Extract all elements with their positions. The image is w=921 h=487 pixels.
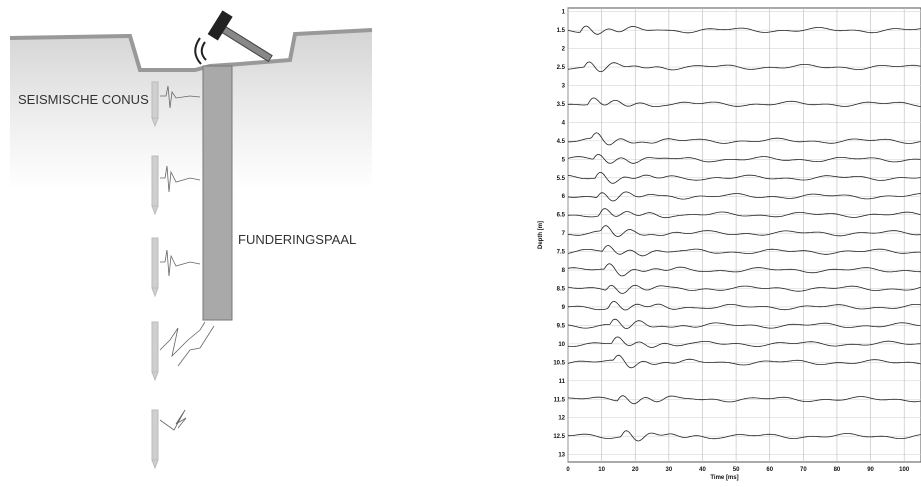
sound-waves bbox=[194, 37, 207, 65]
y-tick-label: 6.5 bbox=[557, 213, 566, 219]
cone-label: SEISMISCHE CONUS bbox=[18, 92, 149, 107]
y-tick-label: 9.5 bbox=[557, 323, 566, 329]
trace bbox=[567, 354, 921, 369]
y-tick-label: 11.5 bbox=[554, 397, 566, 403]
trace bbox=[567, 395, 921, 405]
x-tick-label: 100 bbox=[899, 467, 910, 473]
trace bbox=[567, 300, 921, 311]
y-tick-label: 10 bbox=[558, 342, 565, 348]
trace bbox=[568, 97, 921, 108]
y-tick-label: 7 bbox=[562, 231, 566, 237]
x-tick-label: 60 bbox=[766, 467, 773, 473]
y-tick-label: 2.5 bbox=[557, 65, 566, 71]
trace bbox=[567, 263, 921, 277]
x-tick-label: 30 bbox=[666, 467, 673, 473]
trace bbox=[567, 318, 921, 330]
y-tick-label: 2 bbox=[562, 47, 566, 53]
y-tick-label: 8 bbox=[562, 268, 566, 274]
x-tick-label: 50 bbox=[733, 467, 740, 473]
diagram: SEISMISCHE CONUS FUNDERINGSPAAL bbox=[9, 10, 373, 470]
soil bbox=[10, 30, 372, 190]
seismogram: 11.522.533.544.555.566.577.588.599.51010… bbox=[538, 7, 921, 481]
x-tick-label: 10 bbox=[598, 467, 605, 473]
trace bbox=[567, 225, 921, 237]
trace bbox=[567, 171, 921, 184]
y-tick-label: 3 bbox=[562, 84, 566, 90]
y-tick-label: 12 bbox=[558, 416, 565, 422]
trace bbox=[567, 191, 921, 202]
y-tick-label: 10.5 bbox=[553, 360, 565, 366]
x-tick-label: 0 bbox=[566, 467, 570, 473]
y-tick-label: 13 bbox=[558, 453, 565, 459]
trace bbox=[568, 430, 921, 442]
x-tick-label: 80 bbox=[834, 467, 841, 473]
trace bbox=[567, 25, 921, 35]
trace bbox=[567, 208, 921, 219]
trace bbox=[567, 245, 921, 257]
trace bbox=[567, 153, 921, 164]
pile bbox=[202, 65, 233, 321]
y-tick-label: 12.5 bbox=[553, 434, 565, 440]
y-tick-label: 3.5 bbox=[557, 102, 566, 108]
pile-label: FUNDERINGSPAAL bbox=[238, 232, 356, 247]
x-tick-label: 20 bbox=[632, 467, 639, 473]
x-tick-label: 70 bbox=[800, 467, 807, 473]
y-tick-label: 5 bbox=[562, 157, 566, 163]
hammer bbox=[207, 10, 273, 63]
trace bbox=[567, 132, 921, 146]
cones bbox=[151, 81, 159, 470]
x-tick-label: 40 bbox=[699, 467, 706, 473]
y-tick-label: 9 bbox=[562, 305, 566, 311]
y-tick-label: 4.5 bbox=[557, 139, 566, 145]
y-tick-label: 7.5 bbox=[557, 250, 566, 256]
y-tick-label: 1 bbox=[562, 10, 566, 16]
x-tick-label: 90 bbox=[867, 467, 874, 473]
y-tick-label: 6 bbox=[562, 194, 566, 200]
y-tick-label: 8.5 bbox=[557, 287, 566, 293]
y-tick-label: 11 bbox=[559, 379, 566, 385]
cone-signals bbox=[159, 85, 215, 431]
y-tick-label: 5.5 bbox=[557, 176, 566, 182]
trace bbox=[567, 61, 921, 73]
trace bbox=[567, 284, 921, 294]
x-axis-label: Time [ms] bbox=[710, 475, 738, 481]
trace bbox=[567, 336, 921, 348]
y-axis-label: Depth [m] bbox=[538, 221, 544, 249]
y-tick-label: 1.5 bbox=[557, 28, 566, 34]
y-tick-label: 4 bbox=[562, 120, 566, 126]
